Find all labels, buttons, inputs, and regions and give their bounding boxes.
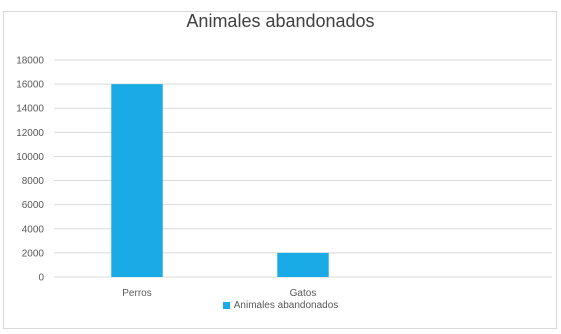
bar-perros xyxy=(111,84,163,277)
x-tick-label: Gatos xyxy=(290,288,317,299)
y-tick-label: 6000 xyxy=(22,200,45,211)
y-tick-label: 10000 xyxy=(16,152,44,163)
x-tick-label: Perros xyxy=(122,288,151,299)
y-tick-label: 0 xyxy=(38,273,44,284)
y-tick-label: 12000 xyxy=(16,128,44,139)
y-tick-label: 14000 xyxy=(16,104,44,115)
y-tick-label: 8000 xyxy=(22,176,45,187)
chart-title: Animales abandonados xyxy=(186,11,375,31)
bar-gatos xyxy=(277,252,329,277)
y-tick-label: 2000 xyxy=(22,248,45,259)
y-tick-label: 4000 xyxy=(22,224,45,235)
y-tick-label: 16000 xyxy=(16,80,44,91)
legend-swatch xyxy=(222,302,230,309)
legend-label: Animales abandonados xyxy=(233,300,339,311)
y-tick-label: 18000 xyxy=(16,56,44,67)
chart-legend: Animales abandonados xyxy=(0,300,561,311)
